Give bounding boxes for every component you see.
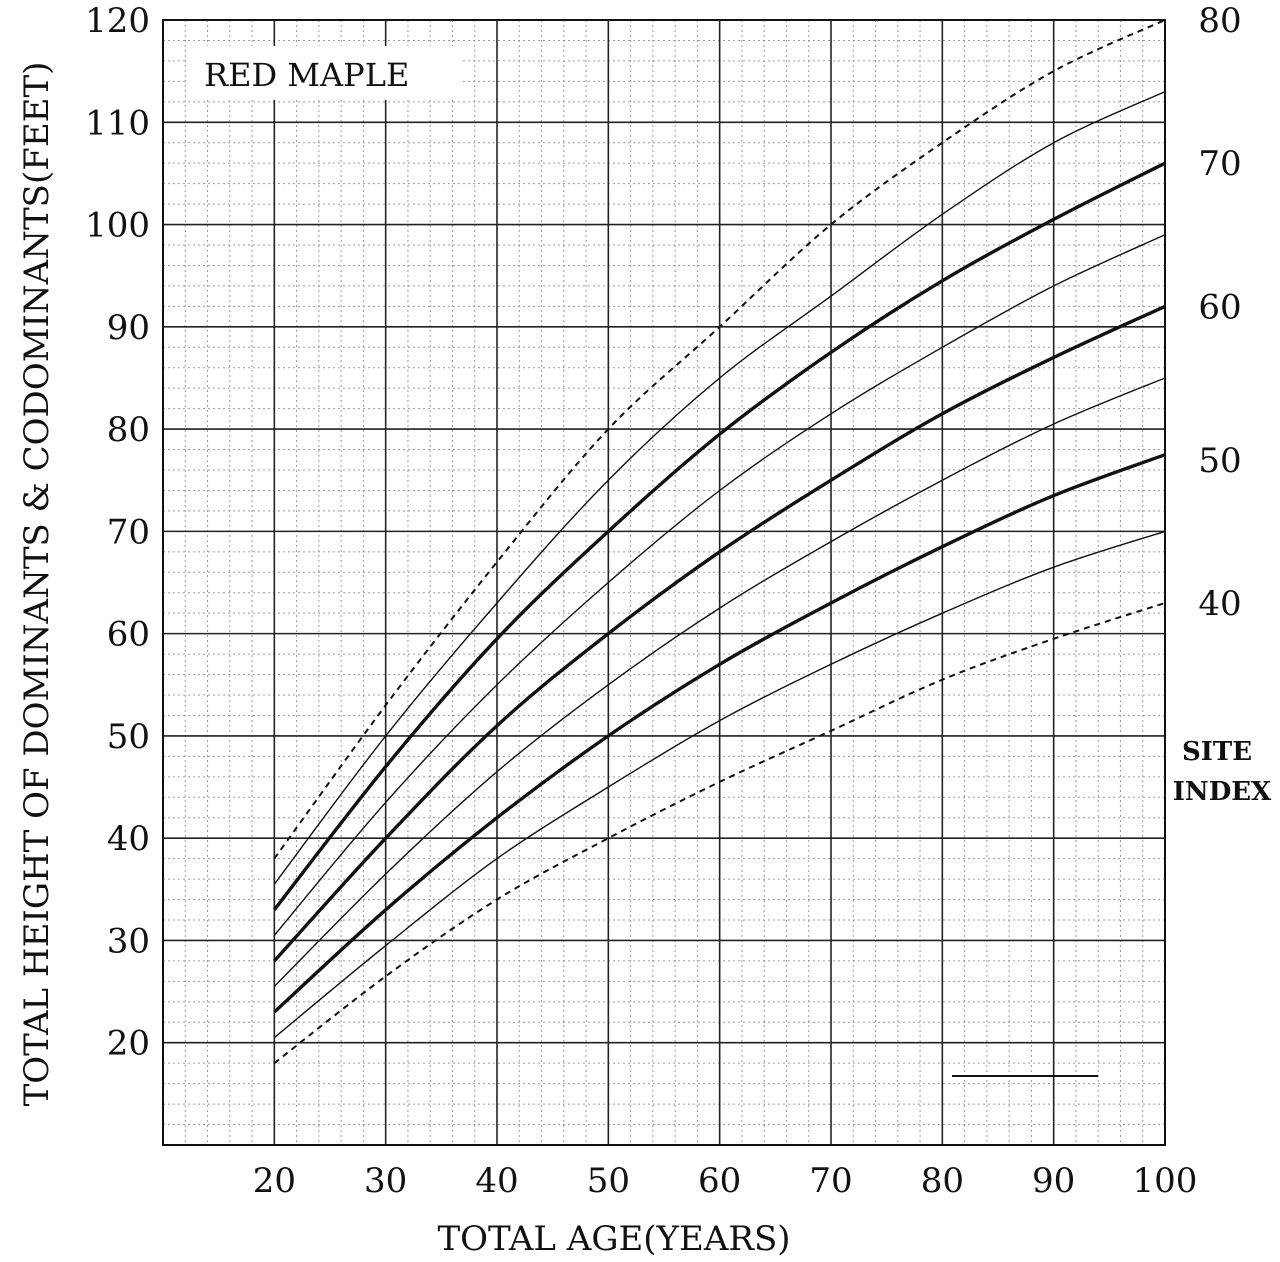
site-index-curve-70: [272, 161, 1166, 911]
x-tick-labels: 20 30 40 50 60 70 80 90 100: [253, 1161, 1198, 1201]
site-index-tick-label: 50: [1198, 441, 1241, 481]
x-tick-label: 90: [1032, 1161, 1075, 1201]
site-index-label-line1: SITE: [1182, 737, 1252, 767]
x-tick-label: 100: [1133, 1161, 1198, 1201]
x-tick-label: 60: [698, 1161, 741, 1201]
y-tick-label: 80: [107, 410, 150, 450]
x-tick-label: 20: [253, 1161, 296, 1201]
x-tick-label: 30: [364, 1161, 407, 1201]
site-index-tick-label: 70: [1198, 144, 1241, 184]
x-tick-label: 40: [475, 1161, 518, 1201]
site-index-curve-75: [273, 90, 1166, 885]
site-index-tick-label: 40: [1198, 584, 1241, 624]
site-index-tick-labels: 80 70 60 50 40: [1198, 1, 1241, 624]
y-tick-label: 60: [107, 615, 150, 655]
y-tick-label: 20: [107, 1024, 150, 1064]
x-tick-label: 70: [809, 1161, 852, 1201]
y-tick-label: 90: [107, 308, 150, 348]
y-tick-label: 120: [85, 1, 150, 41]
site-index-curves: [272, 19, 1166, 1064]
site-index-curve-45: [273, 530, 1166, 1039]
site-index-tick-label: 60: [1198, 287, 1241, 327]
y-tick-label: 50: [107, 717, 150, 757]
site-index-label-line2: INDEX: [1173, 777, 1272, 807]
site-index-curve-40: [273, 602, 1166, 1064]
site-index-curve-65: [273, 234, 1166, 936]
x-tick-label: 80: [921, 1161, 964, 1201]
site-index-curve-60: [273, 304, 1166, 963]
title-box: [188, 46, 460, 100]
site-index-curve-80: [273, 19, 1166, 860]
y-tick-label: 30: [107, 921, 150, 961]
site-index-curve-50: [273, 453, 1166, 1014]
x-tick-label: 50: [587, 1161, 630, 1201]
y-tick-label: 110: [85, 103, 150, 143]
y-tick-label: 40: [107, 819, 150, 859]
x-axis-title: TOTAL AGE(YEARS): [437, 1219, 790, 1259]
y-tick-labels: 20 30 40 50 60 70 80 90 100 110 120: [85, 1, 150, 1064]
y-axis-title: TOTAL HEIGHT OF DOMINANTS & CODOMINANTS(…: [17, 62, 57, 1107]
y-tick-label: 70: [107, 512, 150, 552]
site-index-tick-label: 80: [1198, 1, 1241, 41]
y-tick-label: 100: [85, 206, 150, 246]
plot-frame: [162, 19, 1166, 1146]
chart-title: RED MAPLE: [204, 56, 409, 94]
site-index-curve-55: [273, 377, 1166, 987]
